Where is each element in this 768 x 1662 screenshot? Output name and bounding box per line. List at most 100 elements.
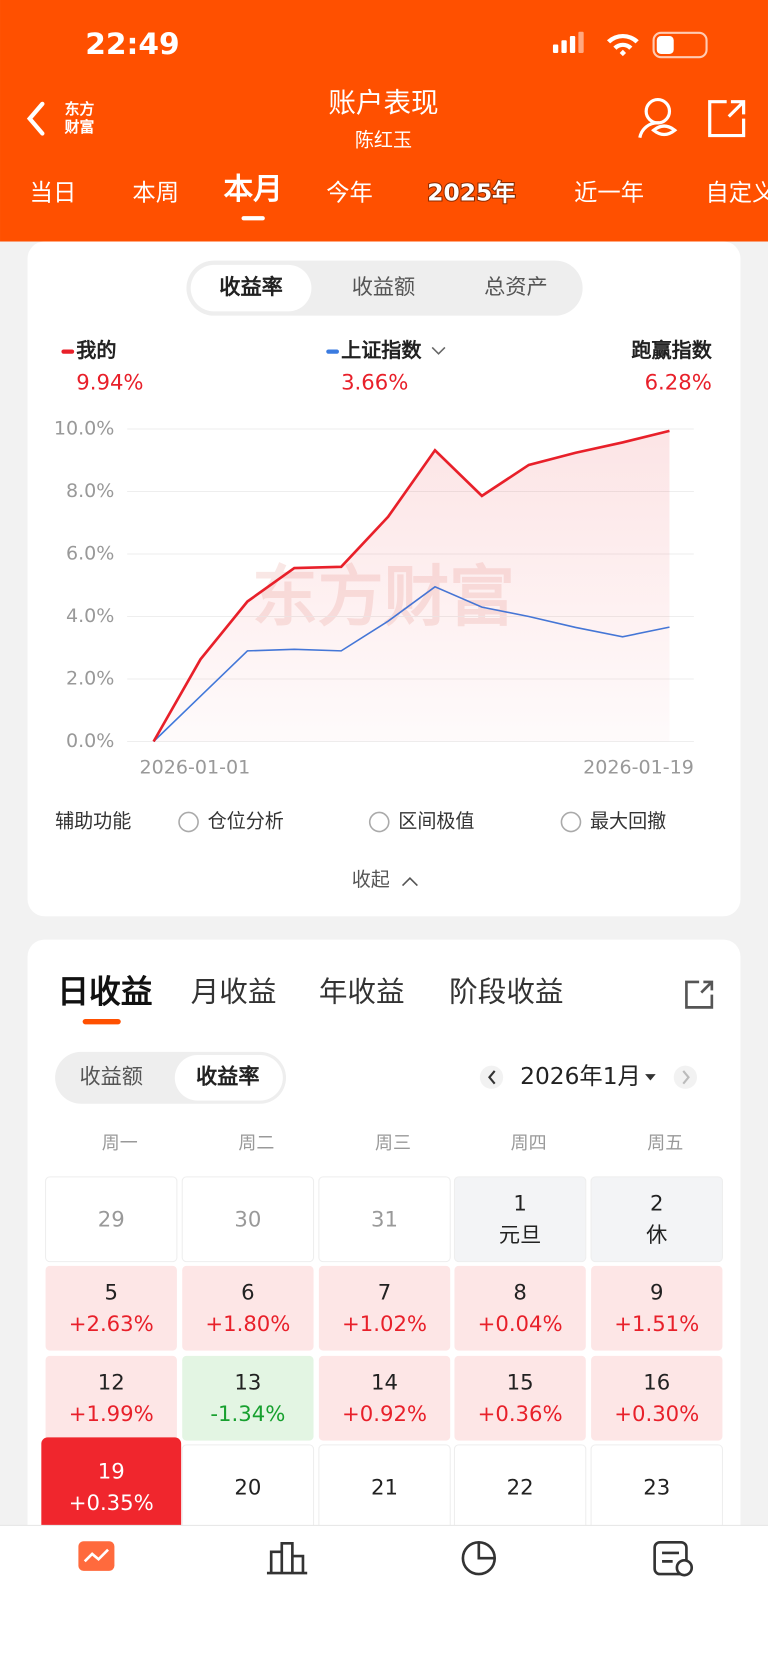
period-tab[interactable]: 2025年 bbox=[426, 177, 516, 207]
collapse-caret bbox=[401, 877, 418, 887]
period-tab[interactable]: 当日 bbox=[30, 179, 77, 206]
calendar-cell[interactable] bbox=[45, 1355, 177, 1441]
logo: 东方 bbox=[65, 100, 95, 118]
calendar-day: 30 bbox=[234, 1206, 261, 1231]
calendar-day: 6 bbox=[241, 1279, 254, 1304]
calendar-day: 21 bbox=[371, 1474, 398, 1499]
calendar-value: +1.51% bbox=[614, 1311, 699, 1336]
calendar-cell[interactable] bbox=[182, 1355, 314, 1441]
calendar-cell[interactable] bbox=[45, 1265, 177, 1351]
calendar-value: +0.30% bbox=[614, 1401, 699, 1426]
calendar-value: +0.92% bbox=[342, 1401, 427, 1426]
y-tick-label: 10.0% bbox=[54, 418, 115, 440]
weekday: 周五 bbox=[647, 1133, 683, 1154]
tool-option[interactable]: 仓位分析 bbox=[208, 810, 284, 832]
period-tab[interactable]: 近一年 bbox=[574, 179, 644, 206]
calendar-day: 12 bbox=[98, 1369, 125, 1394]
returns-tab[interactable]: 日收益 bbox=[57, 975, 152, 1011]
calendar-cell[interactable] bbox=[45, 1176, 178, 1263]
metric-tab-selected bbox=[190, 264, 312, 312]
calendar-cell[interactable] bbox=[591, 1355, 723, 1441]
back-button[interactable] bbox=[26, 101, 45, 136]
calendar-cell[interactable] bbox=[318, 1355, 451, 1441]
metric-tab[interactable]: 收益额 bbox=[352, 274, 416, 299]
calendar-cell[interactable] bbox=[453, 1176, 587, 1263]
month-nav bbox=[479, 1065, 698, 1089]
calendar-value: +0.36% bbox=[478, 1401, 563, 1426]
share-icon[interactable] bbox=[708, 100, 746, 138]
y-tick-label: 6.0% bbox=[66, 543, 114, 565]
calendar-cell[interactable] bbox=[318, 1265, 451, 1351]
legend-value: 6.28% bbox=[645, 369, 712, 394]
tool-option[interactable]: 区间极值 bbox=[398, 810, 474, 832]
calendar-cell[interactable] bbox=[454, 1355, 586, 1441]
calendar-day: 14 bbox=[371, 1369, 398, 1394]
calendar-day: 8 bbox=[513, 1279, 526, 1304]
returns-tab[interactable]: 阶段收益 bbox=[449, 975, 563, 1009]
calendar-day: 13 bbox=[234, 1369, 261, 1394]
calendar-value: +0.35% bbox=[69, 1490, 154, 1515]
series-line bbox=[152, 429, 670, 743]
period-tab[interactable]: 本月 bbox=[224, 171, 283, 206]
radio[interactable] bbox=[178, 811, 199, 833]
page-title: 账户表现 bbox=[328, 87, 438, 119]
period-tab[interactable]: 今年 bbox=[326, 179, 373, 206]
metric-tab[interactable]: 总资产 bbox=[484, 274, 548, 299]
legend-name: 跑赢指数 bbox=[631, 338, 712, 362]
area-fill bbox=[153, 430, 670, 742]
header-bg bbox=[0, 0, 768, 242]
legend-swatch bbox=[61, 349, 75, 354]
calendar-cell[interactable] bbox=[182, 1265, 314, 1351]
calendar-day: 9 bbox=[650, 1279, 663, 1304]
tab-indicator bbox=[241, 216, 265, 221]
logo: 财富 bbox=[65, 118, 95, 136]
calendar-day: 16 bbox=[643, 1369, 670, 1394]
toggle-selected bbox=[174, 1055, 283, 1101]
calendar-note: 休 bbox=[646, 1222, 667, 1247]
tools-label: 辅助功能 bbox=[55, 810, 131, 832]
weekday: 周二 bbox=[238, 1133, 274, 1154]
tool-option[interactable]: 最大回撤 bbox=[590, 810, 666, 832]
prev-month[interactable] bbox=[479, 1065, 504, 1089]
legend-value: 9.94% bbox=[76, 369, 143, 394]
toggle-option[interactable]: 收益率 bbox=[196, 1063, 260, 1088]
calendar-value: -1.34% bbox=[210, 1401, 285, 1426]
radio[interactable] bbox=[368, 811, 390, 833]
legend-name: 我的 bbox=[76, 338, 116, 362]
calendar-cell[interactable] bbox=[590, 1176, 723, 1263]
nav-icons bbox=[78, 1540, 694, 1577]
calendar-cell[interactable] bbox=[318, 1176, 451, 1263]
calendar-cell[interactable] bbox=[454, 1265, 586, 1351]
returns-tab[interactable]: 月收益 bbox=[191, 975, 277, 1009]
next-month[interactable] bbox=[673, 1065, 698, 1089]
calendar-day: 22 bbox=[507, 1474, 534, 1499]
calendar-cell[interactable] bbox=[181, 1176, 315, 1263]
calendar-cell-selected[interactable] bbox=[41, 1437, 182, 1533]
legend-value: 3.66% bbox=[341, 369, 408, 394]
bottom-nav-bg bbox=[0, 1525, 768, 1662]
calendar-month[interactable]: 2026年1月 bbox=[520, 1063, 641, 1090]
legend-swatch bbox=[326, 349, 339, 354]
toggle-option[interactable]: 收益额 bbox=[79, 1063, 143, 1088]
radio[interactable] bbox=[560, 811, 582, 833]
y-tick-label: 4.0% bbox=[66, 605, 114, 627]
calendar-day: 31 bbox=[371, 1206, 398, 1231]
calendar-note: 元旦 bbox=[499, 1222, 541, 1247]
period-tab[interactable]: 本周 bbox=[132, 179, 179, 206]
calendar-day: 7 bbox=[378, 1279, 391, 1304]
metric-tab[interactable]: 收益率 bbox=[219, 274, 283, 299]
collapse[interactable]: 收起 bbox=[352, 869, 390, 891]
calendar-value: +1.02% bbox=[342, 1311, 427, 1336]
calendar-day: 19 bbox=[98, 1458, 125, 1483]
period-tab[interactable]: 自定义 bbox=[705, 179, 768, 206]
index-chevron[interactable] bbox=[431, 346, 446, 355]
y-tick-label: 2.0% bbox=[66, 667, 114, 689]
share-icon-2[interactable] bbox=[685, 980, 714, 1009]
weekday: 周一 bbox=[102, 1133, 138, 1154]
returns-tab[interactable]: 年收益 bbox=[319, 975, 405, 1009]
weekday: 周四 bbox=[511, 1133, 547, 1154]
calendar-cell[interactable] bbox=[591, 1265, 723, 1351]
calendar-day: 23 bbox=[643, 1474, 670, 1499]
